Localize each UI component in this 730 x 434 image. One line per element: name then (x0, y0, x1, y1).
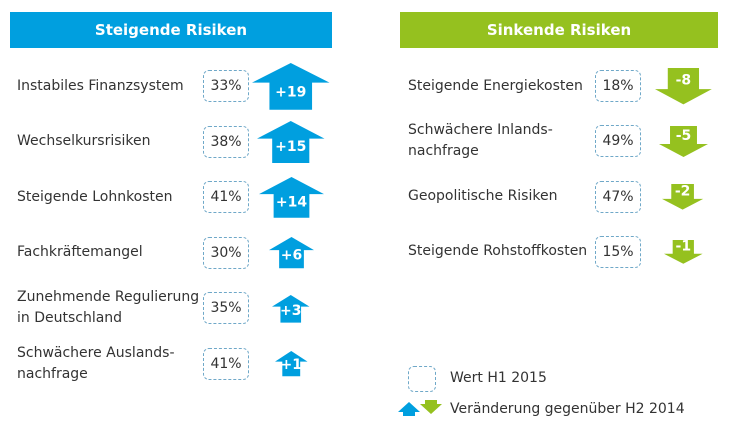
value-text: 49% (602, 133, 634, 150)
legend-arrows-icon (398, 400, 442, 416)
value-box: 47% (595, 180, 641, 213)
legend-dashed-box (408, 366, 436, 392)
value-box: 18% (595, 70, 641, 102)
risk-label: Steigende Rohstoffkosten (408, 243, 588, 260)
value-text: 33% (210, 78, 242, 94)
up-arrow-icon: +15 (257, 120, 325, 163)
value-box: 49% (595, 125, 641, 158)
up-arrow-icon: +19 (252, 62, 330, 110)
legend-change-label: Veränderung gegenüber H2 2014 (450, 401, 685, 417)
value-box: 30% (203, 236, 249, 269)
up-arrow-icon: +14 (258, 176, 324, 218)
change-value: +1 (280, 358, 301, 374)
value-box: 38% (203, 125, 249, 158)
value-box: 41% (203, 348, 249, 380)
change-value: -2 (675, 183, 691, 199)
change-value: +6 (280, 248, 301, 264)
down-arrow-icon: -2 (662, 183, 704, 210)
falling-risks-header: Sinkende Risiken (400, 12, 718, 48)
down-arrow-icon: -8 (654, 67, 712, 105)
rising-title: Steigende Risiken (94, 21, 248, 39)
down-arrow-icon: -1 (663, 239, 703, 264)
risk-label: Geopolitische Risiken (408, 188, 558, 205)
legend-value-label: Wert H1 2015 (450, 370, 547, 386)
change-value: -5 (675, 128, 691, 144)
risk-label: Fachkräftemangel (17, 244, 143, 261)
change-value: +14 (275, 194, 306, 210)
falling-title: Sinkende Risiken (486, 21, 632, 39)
rising-risks-header: Steigende Risiken (10, 12, 332, 48)
change-value: +15 (275, 139, 306, 155)
value-box: 15% (595, 235, 641, 268)
risk-label: Steigende Lohnkosten (17, 188, 173, 205)
risk-label: Schwächere Auslands- nachfrage (17, 345, 175, 382)
value-box: 33% (203, 70, 249, 102)
value-text: 18% (602, 78, 634, 94)
value-box: 41% (203, 181, 249, 214)
change-value: -8 (675, 72, 691, 88)
value-text: 30% (210, 244, 242, 261)
value-text: 15% (602, 243, 634, 260)
risk-label: Schwächere Inlands- nachfrage (408, 122, 553, 160)
risk-label: Steigende Energiekosten (408, 77, 583, 94)
value-text: 41% (210, 356, 242, 372)
risk-label: Instabiles Finanzsystem (17, 77, 184, 94)
risk-label: Zunehmende Regulierung in Deutschland (17, 289, 200, 327)
down-arrow-icon: -5 (658, 125, 708, 157)
change-value: +19 (275, 84, 306, 100)
value-text: 47% (602, 188, 634, 205)
up-arrow-icon: +1 (274, 351, 308, 377)
change-value: -1 (675, 239, 691, 255)
up-arrow-icon: +6 (268, 237, 314, 269)
risk-label: Wechselkursrisiken (17, 133, 151, 150)
value-text: 41% (210, 189, 242, 206)
value-box: 35% (203, 292, 249, 325)
up-arrow-icon: +3 (272, 294, 310, 323)
value-text: 38% (210, 133, 242, 150)
value-text: 35% (210, 300, 242, 317)
change-value: +3 (280, 302, 301, 318)
